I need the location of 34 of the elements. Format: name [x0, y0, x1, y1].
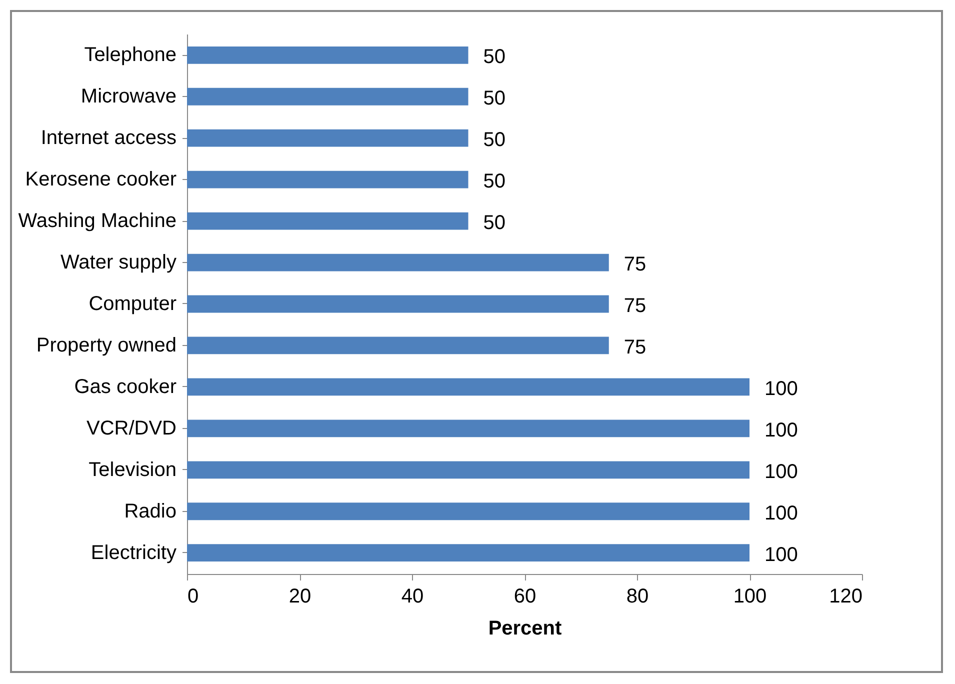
y-tick-label: Electricity [90, 542, 176, 564]
y-tick-label: Television [88, 458, 176, 481]
x-tick-label: 60 [514, 586, 536, 608]
y-tick-label: Microwave [80, 86, 176, 108]
data-label: 100 [764, 460, 798, 483]
x-tick-label: 20 [288, 586, 312, 608]
y-tick-label: Telephone [84, 44, 176, 66]
data-label: 50 [483, 212, 506, 234]
x-tick-label: 40 [401, 586, 424, 608]
x-tick-label: 0 [188, 586, 199, 608]
data-label: 75 [624, 336, 646, 358]
x-tick-label: 120 [829, 586, 862, 608]
data-label: 100 [764, 544, 798, 566]
y-tick-label: Gas cooker [74, 376, 177, 398]
y-tick-label: Computer [88, 293, 177, 315]
y-tick-label: Internet access [40, 127, 176, 150]
data-label: 50 [483, 46, 506, 68]
data-label: 50 [483, 129, 506, 152]
data-label: 100 [764, 419, 798, 442]
y-tick-label: Washing Machine [18, 210, 176, 232]
x-tick-label: 100 [733, 586, 767, 608]
data-label: 75 [624, 295, 646, 317]
x-axis-title: Percent [488, 618, 562, 640]
y-tick-label: Water supply [60, 252, 176, 274]
data-label: 75 [624, 254, 646, 276]
y-tick-label: Radio [124, 500, 176, 522]
y-tick-label: Kerosene cooker [25, 168, 177, 191]
y-tick-label: Property owned [36, 334, 176, 356]
data-label: 100 [764, 378, 798, 400]
y-tick-label: VCR/DVD [86, 417, 176, 440]
data-label: 50 [483, 170, 506, 193]
x-tick-label: 80 [626, 586, 649, 608]
data-label: 50 [483, 88, 506, 110]
data-label: 100 [764, 502, 798, 524]
